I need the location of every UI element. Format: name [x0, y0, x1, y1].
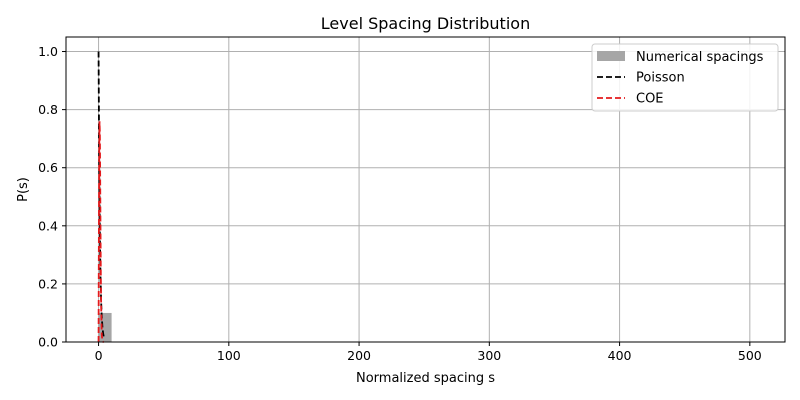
x-axis-ticks: 0 100 200 300 400 500: [95, 342, 762, 363]
legend-label-coe: COE: [636, 92, 664, 107]
x-tick-label: 100: [217, 348, 241, 363]
x-tick-label: 0: [95, 348, 103, 363]
y-tick-label: 0.6: [38, 160, 58, 175]
chart-title: Level Spacing Distribution: [321, 14, 530, 33]
y-tick-label: 1.0: [38, 44, 58, 59]
x-tick-label: 200: [347, 348, 371, 363]
legend-swatch-histogram: [597, 51, 625, 61]
legend-label-poisson: Poisson: [636, 71, 685, 86]
y-tick-label: 0.0: [38, 335, 58, 350]
x-tick-label: 500: [738, 348, 762, 363]
y-axis-label: P(s): [16, 177, 31, 202]
y-tick-label: 0.8: [38, 102, 58, 117]
series-line-coe: [97, 121, 104, 343]
plot-frame: [65, 36, 786, 343]
y-tick-label: 0.4: [38, 218, 58, 233]
series-lines: [97, 51, 105, 343]
y-tick-label: 0.2: [38, 276, 58, 291]
y-axis-ticks: 0.0 0.2 0.4 0.6 0.8 1.0: [38, 44, 66, 350]
legend-label-histogram: Numerical spacings: [636, 50, 764, 65]
legend-frame: [591, 43, 779, 112]
x-axis-label: Normalized spacing s: [356, 371, 495, 386]
x-tick-label: 400: [608, 348, 632, 363]
legend: Numerical spacings Poisson COE: [591, 43, 779, 112]
x-tick-label: 300: [477, 348, 501, 363]
